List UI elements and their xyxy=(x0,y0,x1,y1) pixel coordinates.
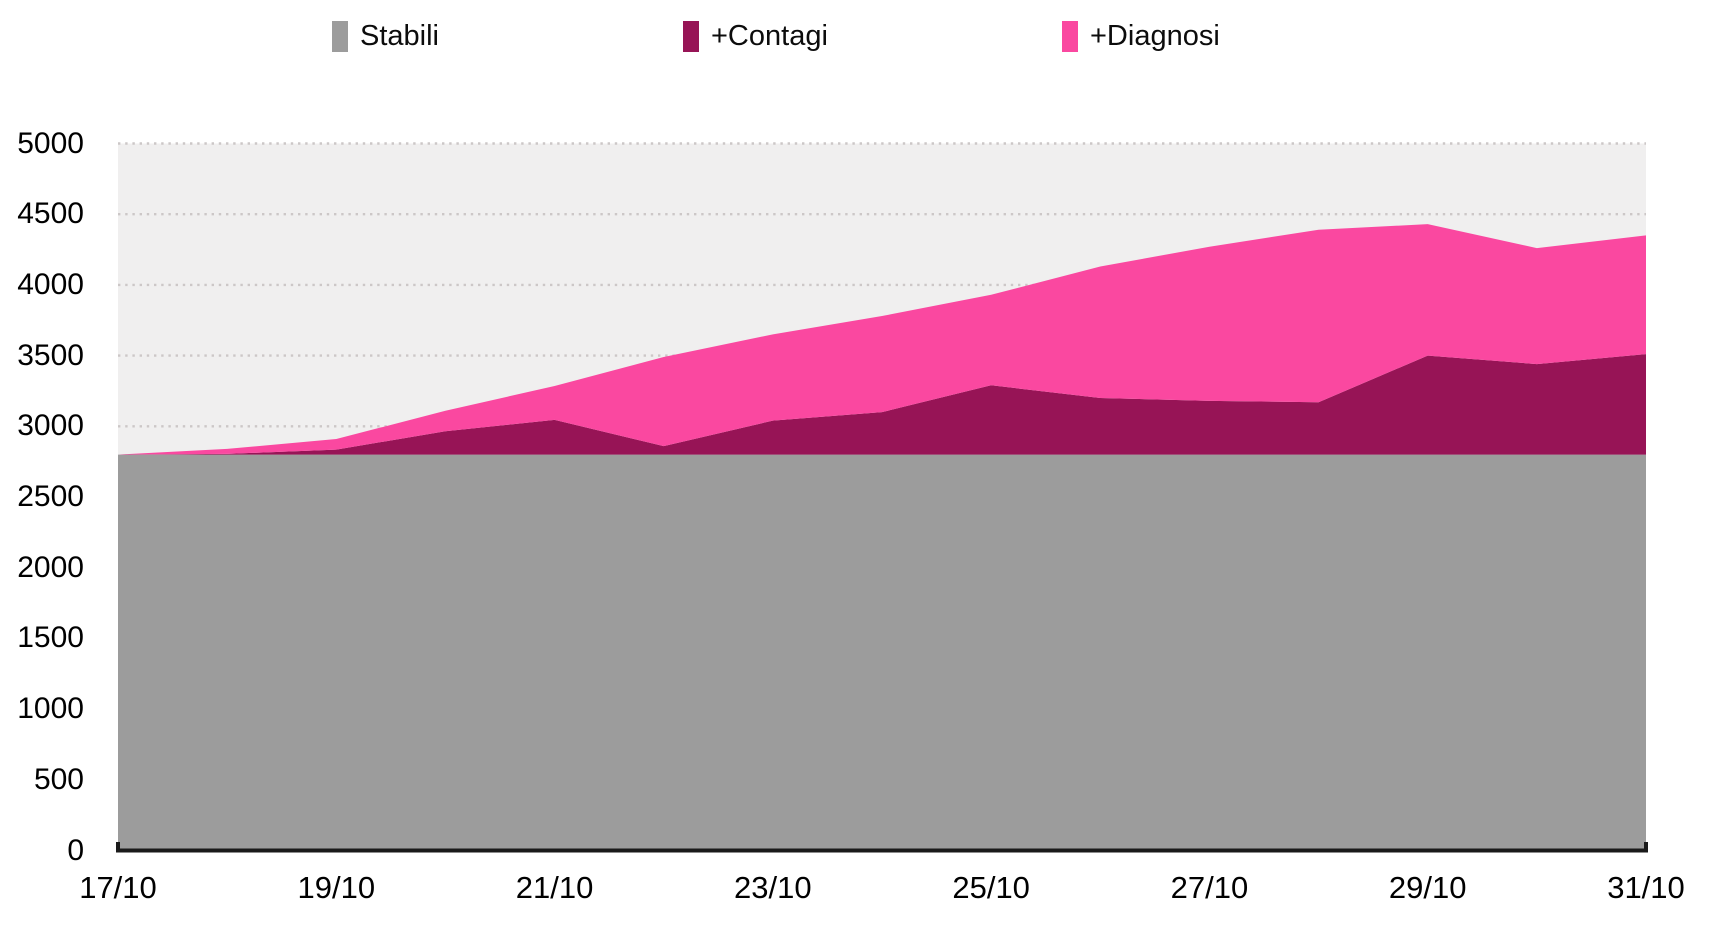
legend-label-diagnosi: +Diagnosi xyxy=(1090,20,1220,52)
legend-swatch-contagi xyxy=(683,21,699,52)
legend-label-contagi: +Contagi xyxy=(711,20,828,52)
legend-label-stabili: Stabili xyxy=(360,20,439,52)
y-axis-label: 5000 xyxy=(17,126,84,160)
chart-legend: Stabili +Contagi +Diagnosi xyxy=(0,0,1712,70)
y-axis-label: 4500 xyxy=(17,197,84,231)
series-area-stabili xyxy=(118,454,1646,851)
x-axis-line xyxy=(116,842,1648,853)
series-area-diagnosi xyxy=(118,224,1646,455)
y-axis-label: 1500 xyxy=(17,621,84,655)
x-axis-label: 19/10 xyxy=(297,870,376,905)
x-axis-label: 25/10 xyxy=(952,870,1030,905)
y-axis-label: 1000 xyxy=(17,692,84,726)
y-axis-label: 3500 xyxy=(17,338,84,372)
legend-item-contagi[interactable]: +Contagi xyxy=(683,21,828,52)
series-area-contagi xyxy=(118,354,1646,455)
legend-item-stabili[interactable]: Stabili xyxy=(332,21,439,52)
x-axis-label: 17/10 xyxy=(79,870,157,905)
y-axis-label: 2500 xyxy=(17,480,84,513)
legend-swatch-diagnosi xyxy=(1062,21,1078,52)
legend-swatch-stabili xyxy=(332,21,348,52)
x-axis-label: 27/10 xyxy=(1170,870,1249,905)
x-axis-label: 23/10 xyxy=(734,870,812,905)
y-axis-label: 3000 xyxy=(17,409,84,443)
y-axis-label: 0 xyxy=(67,833,84,867)
x-axis-label: 31/10 xyxy=(1607,870,1685,905)
x-axis-label: 21/10 xyxy=(515,870,594,905)
legend-item-diagnosi[interactable]: +Diagnosi xyxy=(1062,21,1220,52)
y-axis-label: 500 xyxy=(33,762,84,796)
y-axis-label: 2000 xyxy=(17,550,84,584)
x-axis-label: 29/10 xyxy=(1388,870,1467,905)
y-axis-label: 4000 xyxy=(17,267,84,301)
